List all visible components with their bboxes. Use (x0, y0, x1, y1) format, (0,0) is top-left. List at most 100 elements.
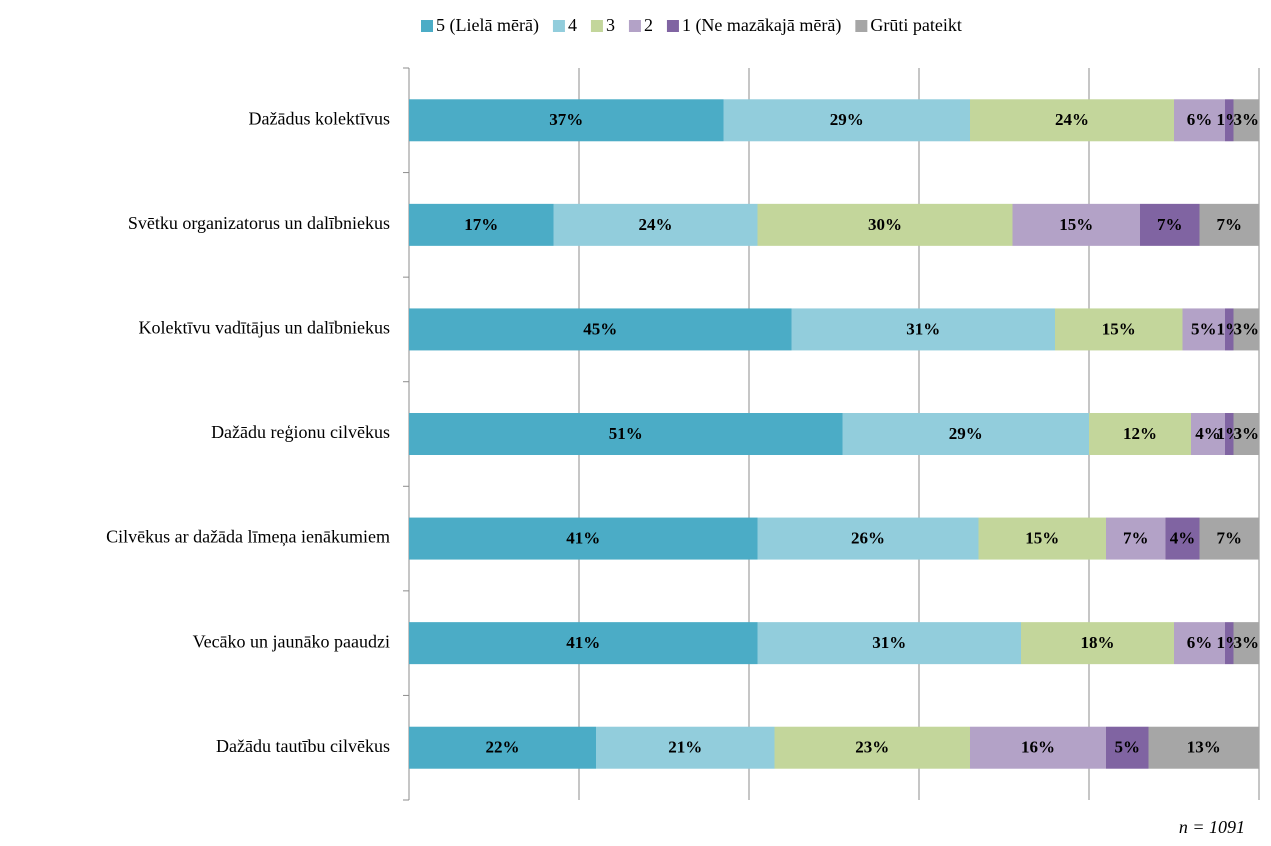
bar-segment (978, 517, 1106, 560)
bar-segment (1148, 726, 1259, 769)
bar-segment (1225, 99, 1234, 142)
legend-label: 1 (Ne mazākajā mērā) (682, 15, 841, 36)
value-label: 30% (868, 215, 902, 234)
bar-segment (1199, 517, 1259, 560)
value-label: 4% (1170, 528, 1196, 547)
annotation: n = 1091 (1179, 817, 1245, 837)
value-label: 15% (1102, 319, 1136, 338)
legend-swatch (628, 20, 641, 32)
legend-label: Grūti pateikt (870, 15, 961, 35)
bar-segment (1199, 203, 1259, 246)
bar-segment (1021, 622, 1174, 665)
bar-segment (409, 622, 758, 665)
bar-segment (1233, 308, 1259, 351)
legend-swatch (421, 20, 433, 32)
bar-segment (1225, 413, 1234, 455)
bar-segment (791, 308, 1055, 351)
y-tick-label: Kolektīvu vadītājus un dalībniekus (139, 318, 390, 338)
bar-segment (409, 517, 758, 560)
bar-segment (409, 726, 596, 769)
value-label: 5% (1115, 738, 1141, 757)
bar-segment (757, 622, 1021, 665)
value-label: 6% (1187, 633, 1213, 652)
legend-swatch (855, 20, 868, 32)
value-label: 16% (1021, 738, 1055, 757)
value-label: 3% (1234, 424, 1260, 443)
value-label: 41% (566, 528, 600, 547)
legend-swatch (666, 20, 679, 32)
bar-segment (1233, 99, 1259, 142)
value-label: 5% (1191, 319, 1217, 338)
value-label: 31% (906, 319, 940, 338)
y-tick-label: Svētku organizatorus un dalībniekus (128, 213, 390, 233)
bar-segment (1233, 413, 1259, 455)
value-label: 21% (668, 738, 702, 757)
value-label: 29% (830, 110, 864, 129)
bar-segment (757, 203, 1013, 246)
value-label: 13% (1187, 738, 1221, 757)
bar-segment (1182, 308, 1225, 351)
value-label: 51% (609, 424, 643, 443)
legend-swatch (590, 20, 603, 32)
value-label: 7% (1217, 215, 1243, 234)
value-label: 12% (1123, 424, 1157, 443)
bar-segment (553, 203, 758, 246)
value-label: 24% (1055, 110, 1089, 129)
bar-segment (1012, 203, 1140, 246)
value-label: 26% (851, 528, 885, 547)
legend-label: 5 (Lielā mērā) (436, 15, 539, 36)
bar-segment (1174, 622, 1225, 665)
bar-segment (409, 308, 792, 351)
bar-segment (1140, 203, 1200, 246)
value-label: 37% (549, 110, 583, 129)
y-tick-label: Cilvēkus ar dažāda līmeņa ienākumiem (106, 527, 390, 547)
bar-segment (409, 203, 554, 246)
y-tick-label: Dažādu tautību cilvēkus (216, 736, 390, 756)
bar-segment (1174, 99, 1225, 142)
value-label: 23% (855, 738, 889, 757)
bar-segment (723, 99, 970, 142)
bar-segment (1225, 622, 1234, 665)
bar-segment (1225, 308, 1234, 351)
bar-segment (1233, 622, 1259, 665)
bar-segment (774, 726, 970, 769)
value-label: 6% (1187, 110, 1213, 129)
value-label: 17% (464, 215, 498, 234)
value-label: 24% (639, 215, 673, 234)
bar-segment (409, 413, 843, 455)
bar-segment (596, 726, 775, 769)
bar-segment (970, 726, 1106, 769)
value-label: 31% (872, 633, 906, 652)
bar-segment (1089, 413, 1191, 455)
bar-segment (970, 99, 1174, 142)
bar-segment (842, 413, 1089, 455)
legend-swatch (552, 20, 565, 32)
value-label: 7% (1217, 528, 1243, 547)
value-label: 18% (1081, 633, 1115, 652)
legend-label: 2 (644, 15, 653, 35)
legend-label: 4 (568, 15, 577, 35)
bar-segment (1191, 413, 1225, 455)
bar-segment (1165, 517, 1200, 560)
value-label: 3% (1234, 633, 1260, 652)
value-label: 15% (1025, 528, 1059, 547)
value-label: 4% (1195, 424, 1221, 443)
bar-segment (409, 99, 724, 142)
bar-segment (1106, 517, 1166, 560)
value-label: 15% (1059, 215, 1093, 234)
y-tick-label: Dažādu reģionu cilvēkus (211, 422, 390, 442)
value-label: 45% (583, 319, 617, 338)
value-label: 3% (1234, 110, 1260, 129)
value-label: 41% (566, 633, 600, 652)
bar-segment (757, 517, 979, 560)
value-label: 7% (1157, 215, 1183, 234)
y-tick-label: Dažādus kolektīvus (249, 108, 390, 128)
bar-segment (1106, 726, 1149, 769)
value-label: 3% (1234, 319, 1260, 338)
value-label: 7% (1123, 528, 1149, 547)
value-label: 22% (486, 738, 520, 757)
bar-segment (1055, 308, 1183, 351)
legend-label: 3 (606, 15, 615, 35)
value-label: 29% (949, 424, 983, 443)
